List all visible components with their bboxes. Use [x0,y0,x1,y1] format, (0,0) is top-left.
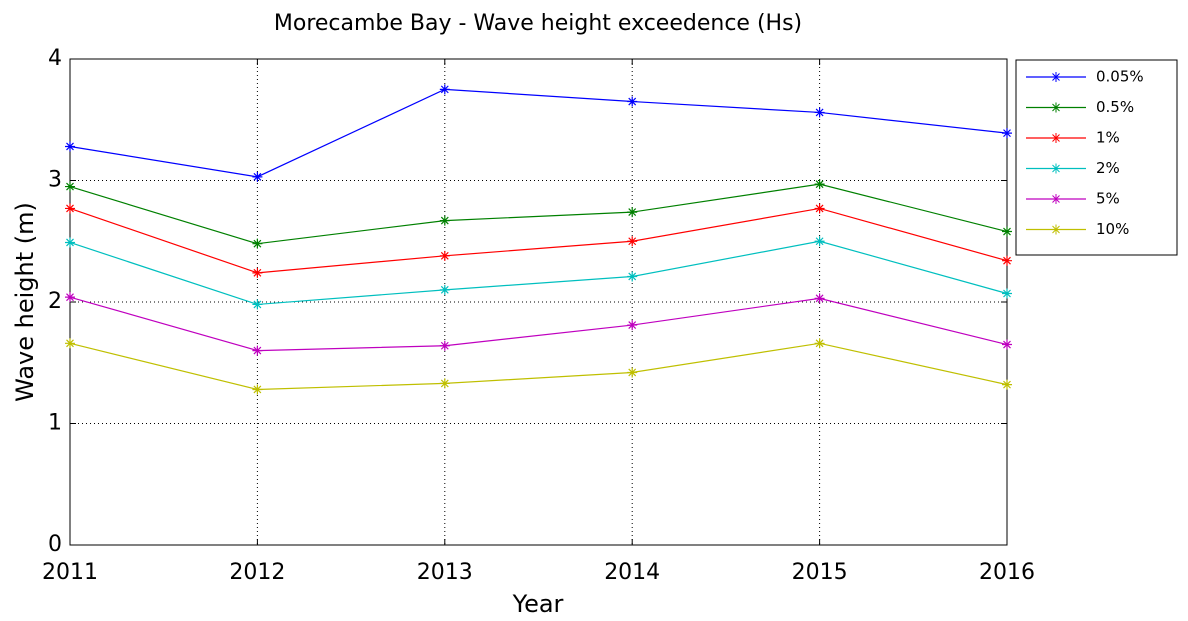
x-tick-label: 2011 [42,560,98,585]
data-point [1002,128,1012,139]
data-point [627,96,638,107]
series-line [69,207,1008,274]
data-point [252,238,263,249]
data-point [814,107,825,118]
data-point [439,284,450,295]
y-axis-label: Wave height (m) [11,202,39,402]
data-point [252,299,263,310]
data-point [627,236,638,247]
chart-title: Morecambe Bay - Wave height exceedence (… [274,11,802,36]
data-point [627,320,638,331]
legend-box [1015,59,1178,256]
x-axis-label: Year [512,590,564,618]
data-point [627,207,638,218]
y-tick-label: 4 [48,46,62,71]
data-point [252,171,263,182]
data-point [252,384,263,395]
data-point [439,378,450,389]
legend-marker [1051,72,1061,82]
legend-label: 0.05% [1096,68,1144,86]
data-point [814,236,825,247]
series-line [69,88,1008,178]
data-point [1002,255,1012,266]
legend-label: 10% [1096,220,1129,238]
data-point [65,141,75,152]
data-point [439,340,450,351]
legend-label: 1% [1096,129,1120,147]
series-line [69,296,1008,352]
y-tick-label: 3 [48,168,62,193]
y-tick-label: 1 [48,411,62,436]
data-point [1002,379,1012,390]
data-point [814,293,825,304]
data-point [439,215,450,226]
data-point [65,181,75,192]
data-point [814,338,825,349]
series-line [69,342,1008,391]
legend-marker [1051,224,1061,235]
x-tick-label: 2016 [979,560,1035,585]
series-line [69,183,1008,245]
data-point [65,203,75,214]
legend-label: 2% [1096,159,1120,177]
y-tick-label: 2 [48,289,62,314]
legend-label: 0.5% [1096,98,1134,116]
legend-marker [1051,163,1061,174]
y-tick-label: 0 [48,532,62,557]
x-tick-label: 2012 [229,560,285,585]
series-line [69,240,1008,306]
legend-marker [1051,133,1061,143]
data-point [439,84,450,95]
x-tick-label: 2013 [417,560,473,585]
data-point [814,203,825,214]
data-point [439,250,450,261]
data-point [252,345,263,356]
data-point [65,237,75,248]
data-point [627,271,638,282]
data-point [1002,226,1012,237]
data-point [1002,288,1012,299]
data-point [814,179,825,190]
data-point [252,267,263,278]
legend-label: 5% [1096,190,1120,208]
x-tick-label: 2015 [792,560,848,585]
legend-marker [1051,194,1061,204]
data-point [627,367,638,378]
data-point [65,292,75,303]
legend-marker [1051,102,1061,113]
x-tick-label: 2014 [604,560,660,585]
data-point [65,338,75,349]
data-point [1002,339,1012,350]
